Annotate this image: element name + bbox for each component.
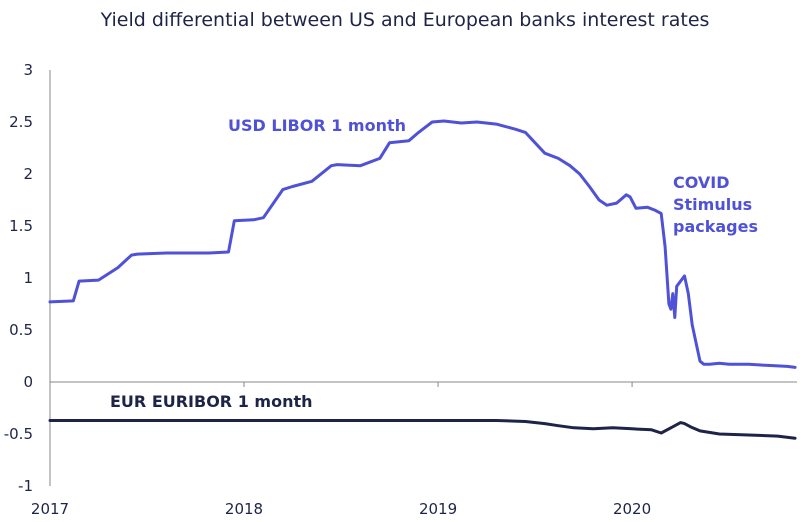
series-line-usd-libor (48, 119, 797, 369)
x-tick-label: 2020 (613, 500, 651, 518)
y-tick-label: 3 (23, 61, 33, 79)
y-tick-label: 2 (23, 165, 33, 183)
covid-annotation: COVID Stimulus packages (673, 173, 758, 236)
y-axis-tick-labels: 3 2.5 2 1.5 1 0.5 0 -0.5 -1 (4, 61, 33, 495)
y-tick-label: 0.5 (9, 321, 33, 339)
series-lines (48, 119, 797, 440)
y-tick-label: 1.5 (9, 217, 33, 235)
y-tick-label: 2.5 (9, 113, 33, 131)
y-tick-label: 1 (23, 269, 33, 287)
y-tick-label: -0.5 (4, 425, 33, 443)
x-tick-label: 2019 (419, 500, 457, 518)
y-tick-label: 0 (23, 373, 33, 391)
annotation-line-1: COVID (673, 173, 730, 192)
x-axis-tick-labels: 2017 2018 2019 2020 (31, 500, 651, 518)
series-line-eur-euribor (48, 419, 797, 440)
chart-title: Yield differential between US and Europe… (100, 9, 710, 31)
x-tick-label: 2018 (225, 500, 263, 518)
annotation-line-3: packages (673, 217, 758, 236)
x-axis-tick-marks (49, 382, 633, 387)
x-tick-label: 2017 (31, 500, 69, 518)
y-tick-label: -1 (18, 477, 33, 495)
series-label-eur-euribor: EUR EURIBOR 1 month (110, 392, 313, 411)
annotation-line-2: Stimulus (673, 195, 752, 214)
series-label-usd-libor: USD LIBOR 1 month (228, 116, 406, 135)
